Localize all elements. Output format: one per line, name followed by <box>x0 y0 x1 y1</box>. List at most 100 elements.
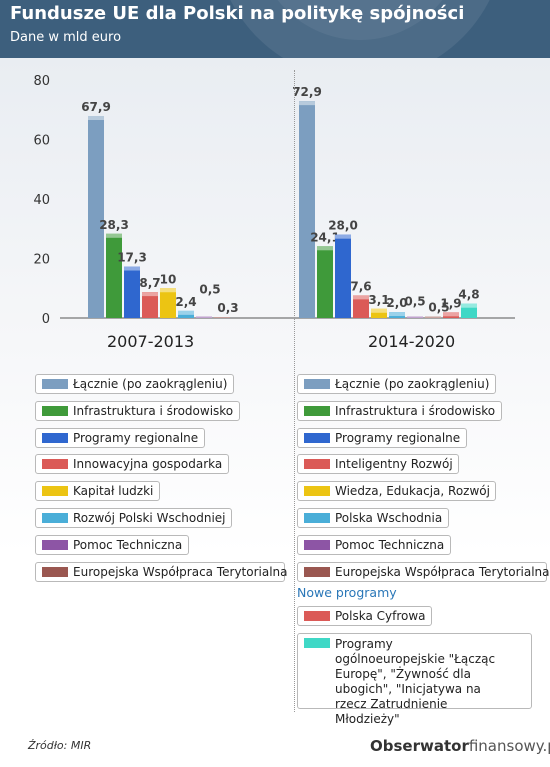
data-label: 24,1 <box>310 230 340 244</box>
legend-label: Europejska Współpraca Terytorialna <box>335 564 550 579</box>
legend-label: Programy ogólnoeuropejskie "Łącząc Europ… <box>335 637 496 726</box>
legend-swatch <box>304 379 330 389</box>
data-label: 0,3 <box>217 301 238 315</box>
data-label: 28,3 <box>99 218 129 232</box>
legend-swatch <box>304 459 330 470</box>
legend-item: Programy regionalne <box>35 427 205 448</box>
bar-highlight <box>371 308 387 313</box>
legend-swatch <box>304 611 330 621</box>
legend-label: Wiedza, Edukacja, Rozwój <box>335 484 490 499</box>
data-label: 10 <box>160 272 177 286</box>
legend-label: Łącznie (po zaokrągleniu) <box>335 377 490 391</box>
bar-highlight <box>178 310 194 315</box>
legend-item: Polska Cyfrowa <box>297 606 432 626</box>
period-label-2014-2020: 2014-2020 <box>368 332 456 351</box>
bar-highlight <box>443 312 459 317</box>
data-label: 0,5 <box>404 295 425 309</box>
legend-swatch <box>304 539 330 550</box>
bar-highlight <box>160 288 176 293</box>
bar <box>335 234 351 318</box>
legend-label: Pomoc Techniczna <box>73 537 183 552</box>
legend-item: Kapitał ludzki <box>35 481 160 502</box>
data-label: 0,5 <box>199 283 220 297</box>
legend-label: Infrastruktura i środowisko <box>335 403 496 418</box>
bar-highlight <box>389 312 405 317</box>
bar-highlight <box>214 317 230 318</box>
bar <box>160 288 176 318</box>
legend-item: Programy ogólnoeuropejskie "Łącząc Europ… <box>297 633 532 726</box>
legend-swatch <box>304 432 330 443</box>
data-label: 17,3 <box>117 251 147 265</box>
legend-label: Inteligentny Rozwój <box>335 457 453 472</box>
legend-swatch <box>42 405 68 416</box>
new-programs-heading: Nowe programy <box>297 585 397 600</box>
legend-label: Polska Cyfrowa <box>335 609 426 623</box>
legend-swatch <box>304 486 330 497</box>
bar <box>88 115 104 318</box>
legend-swatch <box>42 539 68 550</box>
bar <box>371 308 387 318</box>
bar-highlight <box>124 266 140 271</box>
legend-item: Pomoc Techniczna <box>297 534 451 555</box>
bar-highlight <box>88 115 104 120</box>
legend-item: Infrastruktura i środowisko <box>35 400 240 421</box>
data-label: 2,0 <box>386 296 407 310</box>
legend-item: Łącznie (po zaokrągleniu) <box>35 374 234 394</box>
legend-label: Infrastruktura i środowisko <box>73 403 234 418</box>
source-note: Źródło: MIR <box>28 739 92 752</box>
brand-light: finansowy.pl <box>468 737 550 755</box>
bar <box>353 295 369 318</box>
legend-swatch <box>42 379 68 389</box>
bar <box>299 101 315 318</box>
bar-highlight <box>142 292 158 297</box>
legend-swatch <box>42 459 68 470</box>
legend-swatch <box>42 432 68 443</box>
legend-swatch <box>304 405 330 416</box>
bar-highlight <box>335 234 351 239</box>
legend-label: Programy regionalne <box>73 430 199 445</box>
legend-item: Pomoc Techniczna <box>35 534 189 555</box>
legend-swatch <box>304 566 330 577</box>
legend-swatch <box>42 566 68 577</box>
legend-item: Wiedza, Edukacja, Rozwój <box>297 481 496 502</box>
bar-highlight <box>196 316 212 318</box>
legend-item: Łącznie (po zaokrągleniu) <box>297 374 496 394</box>
brand-logo: Obserwatorfinansowy.pl <box>370 737 550 755</box>
legend-label: Pomoc Techniczna <box>335 537 445 552</box>
legend-swatch <box>42 513 68 523</box>
legend-label: Polska Wschodnia <box>335 511 443 525</box>
bar-highlight <box>353 295 369 300</box>
legend-item: Innowacyjna gospodarka <box>35 454 229 475</box>
data-label: 8,7 <box>139 276 160 290</box>
period-label-2007-2013: 2007-2013 <box>107 332 195 351</box>
y-tick-label: 60 <box>33 134 50 149</box>
y-tick-label: 80 <box>33 74 50 89</box>
data-label: 3,1 <box>368 293 389 307</box>
legend-item: Polska Wschodnia <box>297 508 449 528</box>
bar-highlight <box>299 101 315 106</box>
y-tick-label: 40 <box>33 193 50 208</box>
legend-swatch <box>42 486 68 497</box>
data-label: 67,9 <box>81 100 111 114</box>
bar-highlight <box>407 316 423 318</box>
bar <box>106 233 122 318</box>
legend-item: Rozwój Polski Wschodniej <box>35 508 232 528</box>
bar-highlight <box>425 316 441 318</box>
legend-item: Programy regionalne <box>297 427 467 448</box>
data-label: 72,9 <box>292 85 322 99</box>
y-tick-label: 0 <box>42 312 50 327</box>
legend-label: Rozwój Polski Wschodniej <box>73 511 226 525</box>
bar <box>142 292 158 318</box>
legend-item: Europejska Współpraca Terytorialna <box>35 561 288 582</box>
chart-subtitle: Dane w mld euro <box>10 30 122 45</box>
data-label: 1,9 <box>440 296 461 310</box>
legend-item: Infrastruktura i środowisko <box>297 400 502 421</box>
legend-label: Innowacyjna gospodarka <box>73 457 223 472</box>
header-banner: Fundusze UE dla Polski na politykę spójn… <box>0 0 550 58</box>
bar-highlight <box>461 303 477 308</box>
data-label: 0,5 <box>428 301 449 315</box>
legend-label: Programy regionalne <box>335 430 461 445</box>
legend-label: Łącznie (po zaokrągleniu) <box>73 377 228 391</box>
period-divider <box>294 70 295 712</box>
bar-highlight <box>106 233 122 238</box>
